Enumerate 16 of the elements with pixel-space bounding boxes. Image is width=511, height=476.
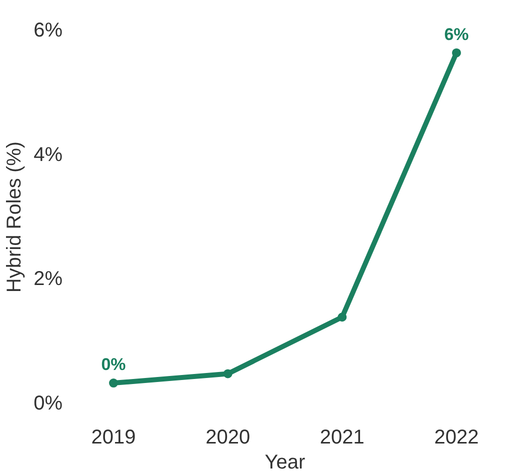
point	[223, 369, 232, 378]
x-tick-label: 2019	[91, 426, 136, 448]
x-tick-label: 2022	[434, 426, 479, 448]
x-axis-title: Year	[264, 452, 306, 474]
y-tick-label: 2%	[34, 268, 63, 290]
y-tick-label: 6%	[34, 19, 63, 42]
point	[109, 378, 118, 388]
y-axis-title: Hybrid Roles (%)	[4, 141, 26, 293]
data-label: 0%	[101, 355, 126, 374]
point	[452, 48, 461, 58]
y-tick-label: 4%	[34, 144, 63, 166]
x-tick-label: 2020	[206, 426, 250, 448]
point	[338, 312, 347, 322]
x-tick-label: 2021	[320, 426, 364, 448]
data-label: 6%	[444, 24, 469, 44]
y-tick-label: 0%	[34, 392, 63, 415]
